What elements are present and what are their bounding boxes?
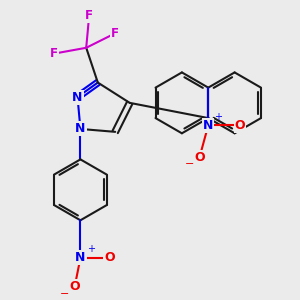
Text: −: − xyxy=(185,160,194,170)
Text: O: O xyxy=(69,280,80,293)
Text: F: F xyxy=(111,27,119,40)
Text: F: F xyxy=(85,9,93,22)
Text: O: O xyxy=(194,151,205,164)
Text: N: N xyxy=(72,91,83,103)
Text: −: − xyxy=(60,289,69,299)
Text: +: + xyxy=(87,244,94,254)
Text: N: N xyxy=(203,119,213,132)
Text: F: F xyxy=(50,47,58,60)
Text: N: N xyxy=(75,251,85,265)
Text: +: + xyxy=(214,112,222,122)
Text: N: N xyxy=(75,122,85,136)
Text: O: O xyxy=(235,119,245,132)
Text: O: O xyxy=(104,251,115,265)
